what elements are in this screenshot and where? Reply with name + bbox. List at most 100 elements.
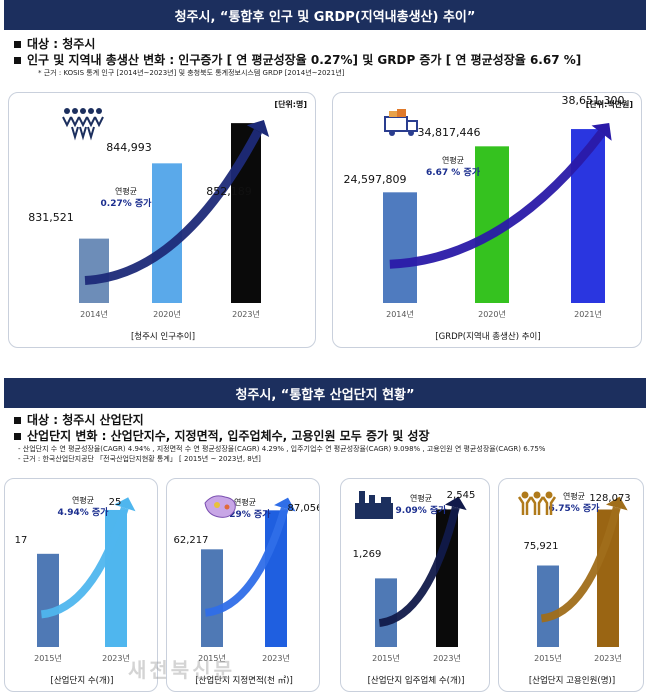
section2-title: 청주시, “통합후 산업단지 현황” (235, 387, 415, 403)
bullet-icon (14, 417, 21, 424)
value-label: 1,269 (353, 549, 382, 560)
chart-title: [청주시 인구추이] (131, 331, 195, 342)
person-legs (71, 126, 79, 141)
factory-body (355, 503, 393, 519)
person-legs (87, 126, 95, 141)
annotation-label: 연평균 (72, 495, 94, 505)
annotation-value: 4.94% 증가 (58, 506, 110, 518)
growth-arrowhead (114, 497, 136, 512)
bar-2014년 (383, 192, 417, 303)
chart-title: [산업단지 지정면적(천 ㎡)] (195, 675, 293, 686)
person-head (96, 108, 102, 114)
bar-2020년 (152, 163, 182, 303)
value-label: 62,217 (174, 535, 209, 546)
annotation-label: 연평균 (563, 491, 585, 501)
tick-label: 2023년 (102, 653, 130, 663)
growth-arrowhead (444, 496, 467, 511)
truck-icon (384, 109, 418, 136)
person-head (80, 108, 86, 114)
factory-chimney (369, 495, 375, 503)
value-label: 831,521 (28, 211, 74, 224)
map-marker (224, 504, 230, 510)
growth-arrowhead (591, 123, 612, 141)
person-body (70, 116, 80, 128)
annotation-label: 연평균 (234, 497, 256, 507)
map-region (204, 495, 236, 518)
growth-arrowhead (246, 119, 270, 138)
grdp-chart: 24,597,809 34,817,446 38,651,300 2014년 2020년… (344, 94, 633, 342)
value-label: 17 (15, 535, 28, 546)
value-label: 25 (109, 497, 122, 508)
truck-wheel (389, 130, 395, 136)
growth-arrowhead (274, 497, 296, 512)
tick-label: 2023년 (594, 653, 622, 663)
truck-cargo (384, 116, 408, 132)
section2-change-line: 산업단지 변화 : 산업단지수, 지정면적, 입주업체수, 고용인원 모두 증가… (14, 428, 634, 444)
person-body (86, 116, 96, 128)
people-icon (62, 108, 104, 141)
bullet-icon (14, 57, 21, 64)
population-chart: 831,521 844,993 852,189 2014년 2020년 2023년 연평균0… (28, 99, 307, 342)
bar-2015년 (375, 578, 397, 647)
chart-panel-population: 831,521 844,993 852,189 2014년 2020년 2023년 연평균 0… (8, 92, 316, 348)
tick-label: 2023년 (232, 309, 260, 319)
worker-head (521, 491, 529, 499)
section2-target-line: 대상 : 청주시 산업단지 (14, 412, 634, 428)
annotation-value: 0.27% 증가 (101, 197, 153, 209)
map-icon (204, 495, 236, 518)
value-label: 128,073 (589, 493, 630, 504)
bullet-icon (14, 433, 21, 440)
person-legs (79, 126, 87, 141)
truck-box (389, 111, 397, 117)
unit-label: [단위:백만원] (586, 99, 633, 109)
growth-arrow (378, 506, 460, 627)
value-label: 844,993 (106, 141, 152, 154)
annotation-value: 9.09% 증가 (396, 504, 448, 516)
value-label: 852,189 (206, 185, 252, 198)
worker-body (517, 496, 533, 515)
annotation-value: 6.67 % 증가 (426, 166, 481, 178)
bar-2015년 (537, 565, 559, 647)
tick-label: 2020년 (478, 309, 506, 319)
worker-head (545, 491, 553, 499)
bar-2015년 (201, 549, 223, 647)
chart-panel-park-employees: 75,921 128,073 2015년 2023년 연평균 6.75% 증가 [산업단지 … (498, 478, 644, 692)
growth-arrow (389, 130, 606, 269)
section2-banner: 청주시, “통합후 산업단지 현황” (4, 378, 646, 408)
factory-icon (355, 491, 393, 519)
truck-cab (406, 120, 418, 132)
section2-note-source: - 근거 : 한국산업단지공단 「전국산업단지현황 통계」 [ 2015년 ~ … (18, 455, 261, 463)
value-label: 34,817,446 (418, 126, 481, 139)
chart-panel-park-area: 62,217 87,056 2015년 2023년 연평균 4.29% 증가 [산업단지 지… (166, 478, 320, 692)
truck-wheel (408, 130, 414, 136)
annotation-label: 연평균 (410, 493, 432, 503)
growth-arrowhead (605, 496, 628, 511)
section2-note-cagr: - 산업단지 수 연 평균성장율(CAGR) 4.94% , 지정면적 수 연 … (18, 445, 546, 453)
annotation-value: 6.75% 증가 (549, 502, 601, 514)
chart-title: [산업단지 고용인원(명)] (529, 675, 615, 686)
person-body (78, 116, 88, 128)
section1-title: 청주시, “통합후 인구 및 GRDP(지역내총생산) 추이” (174, 9, 476, 25)
person-head (64, 108, 70, 114)
section1-description: 대상 : 청주시 인구 및 지역내 총생산 변화 : 인구증가 [ 연 평균성장… (14, 36, 634, 78)
growth-arrow (204, 507, 289, 617)
bar-2014년 (79, 238, 109, 303)
worker-body (541, 496, 557, 515)
chart-panel-grdp: 24,597,809 34,817,446 38,651,300 2014년 2020년… (332, 92, 642, 348)
person-body (62, 116, 72, 128)
chart-panel-park-count: 17 25 2015년 2023년 연평균 4.94% 증가 [산업단지 수(개)] (4, 478, 158, 692)
value-label: 38,651,300 (562, 94, 625, 107)
bullet-icon (14, 41, 21, 48)
map-marker (214, 502, 220, 508)
tick-label: 2023년 (433, 653, 461, 663)
value-label: 2,545 (447, 490, 476, 501)
tick-label: 2015년 (534, 653, 562, 663)
chart-title: [산업단지 입주업체 수(개)] (368, 675, 465, 686)
section1-source-note: * 근거 : KOSIS 통계 인구 [2014년~2023년] 및 충청북도 … (38, 69, 345, 77)
workers-icon (517, 491, 557, 515)
section2-description: 대상 : 청주시 산업단지 산업단지 변화 : 산업단지수, 지정면적, 입주업… (14, 412, 634, 464)
